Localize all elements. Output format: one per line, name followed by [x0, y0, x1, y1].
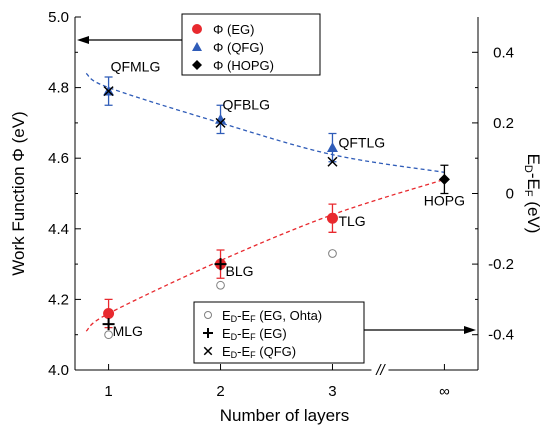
- right-y-tick-label: 0: [506, 186, 514, 203]
- right-y-tick-label: 0.4: [493, 44, 514, 61]
- data-point-series-0: [326, 212, 338, 224]
- legend-bottom-label: ED-EF (EG, Ohta): [222, 308, 322, 324]
- legend-bottom-marker: [203, 328, 213, 338]
- left-y-tick-label: 4.4: [48, 221, 69, 238]
- data-point-series-3: [216, 280, 225, 290]
- data-point-series-4: [214, 258, 227, 271]
- data-point-series-0: [103, 308, 115, 320]
- legend-bottom-marker: [204, 311, 212, 319]
- legend-top-marker: [192, 42, 202, 51]
- legend-top-marker: [192, 24, 202, 34]
- legend-bottom-box: [193, 301, 365, 364]
- point-label: QFTLG: [338, 135, 385, 151]
- data-point-series-5: [103, 86, 114, 97]
- fit-curve-1: [85, 72, 445, 173]
- point-label: MLG: [113, 323, 143, 339]
- right-y-tick-label: -0.2: [488, 256, 514, 273]
- data-point-series-3: [104, 330, 113, 340]
- fit-curve-0: [85, 178, 445, 332]
- legend-top-label: Φ (EG): [213, 22, 254, 37]
- x-tick-label: 2: [216, 383, 224, 400]
- data-point-series-4: [102, 318, 115, 331]
- data-point-series-1: [326, 142, 338, 153]
- right-y-tick-label: -0.4: [488, 327, 514, 344]
- data-point-series-5: [215, 117, 226, 128]
- right-y-tick-label: 0.2: [493, 115, 514, 132]
- x-axis-title: Number of layers: [220, 406, 349, 425]
- legend-top-label: Φ (HOPG): [213, 58, 274, 73]
- right-y-axis-title: ED-EF (eV): [522, 154, 543, 234]
- x-tick-label: ∞: [439, 383, 450, 400]
- legend-bottom-marker: [203, 346, 213, 356]
- x-tick-label: 3: [328, 383, 336, 400]
- legend-top-box: [181, 13, 321, 76]
- left-y-tick-label: 5.0: [48, 9, 69, 26]
- x-tick-label: 1: [104, 383, 112, 400]
- point-label: BLG: [226, 263, 254, 279]
- legend-bottom-label: ED-EF (EG): [222, 326, 287, 342]
- left-y-tick-label: 4.2: [48, 291, 69, 308]
- data-point-series-1: [215, 113, 227, 124]
- data-point-series-5: [327, 156, 338, 167]
- point-label: QFMLG: [111, 59, 161, 75]
- point-label: QFBLG: [223, 96, 270, 112]
- arrow-left-head: [77, 36, 89, 44]
- point-label: TLG: [338, 213, 365, 229]
- point-label: HOPG: [424, 192, 465, 208]
- left-y-tick-label: 4.6: [48, 150, 69, 167]
- data-point-series-3: [328, 249, 337, 258]
- arrow-right-head: [464, 326, 476, 334]
- axis-break-mark: //: [375, 362, 386, 379]
- legend-top-label: Φ (QFG): [213, 40, 264, 55]
- left-y-axis-title: Work Function Φ (eV): [9, 111, 28, 275]
- legend-bottom-label: ED-EF (QFG): [222, 344, 296, 360]
- left-y-tick-label: 4.0: [48, 362, 69, 379]
- data-point-series-2: [438, 173, 450, 185]
- left-y-tick-label: 4.8: [48, 80, 69, 97]
- legend-top-marker: [192, 60, 202, 70]
